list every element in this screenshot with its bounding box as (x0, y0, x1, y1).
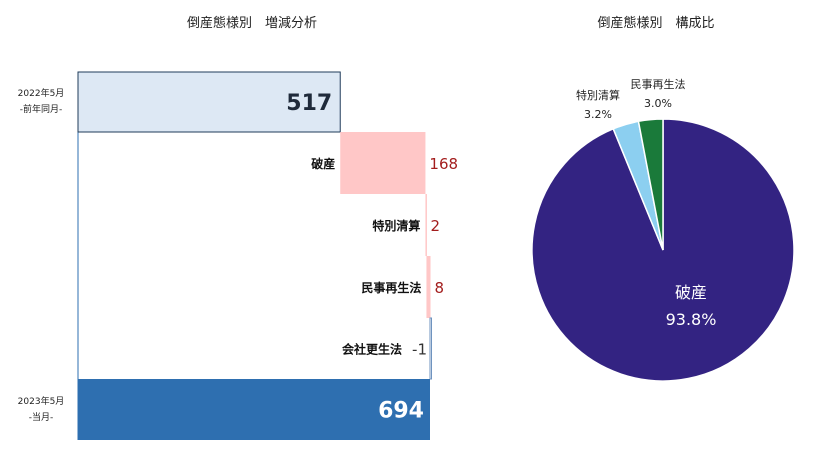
pie-label-value: 3.2% (584, 108, 612, 121)
step-value-label: 8 (435, 279, 445, 297)
start-period-label: 2022年5月 (18, 87, 65, 99)
waterfall-chart: 2022年5月 -前年同月- 2023年5月 -当月- 517 破産 168 特別清算… (18, 71, 458, 440)
bar-start (77, 71, 341, 133)
step-value-label: -1 (412, 341, 427, 359)
bar-step-2 (425, 194, 427, 256)
start-period-sublabel: -前年同月- (20, 103, 63, 115)
bar-end-value: 694 (378, 399, 424, 424)
step-value-label: 2 (430, 217, 440, 235)
pie-label-value: 3.0% (644, 97, 672, 110)
category-label: 破産 (311, 156, 335, 171)
pie-title: 倒産態様別 構成比 (597, 15, 714, 31)
pie-slice-3 (637, 118, 664, 251)
end-period-label: 2023年5月 (18, 395, 65, 407)
pie-chart: 破産 93.8% 特別清算 3.2% 民事再生法 3.0% (531, 77, 795, 382)
pie-label-value: 93.8% (666, 310, 717, 329)
step-value-label: 168 (429, 155, 458, 173)
bar-end (78, 379, 430, 440)
category-label: 特別清算 (372, 218, 420, 233)
bar-step-3 (426, 256, 431, 318)
pie-label-name: 特別清算 (576, 88, 620, 102)
category-label: 民事再生法 (361, 280, 421, 295)
bar-start-value: 517 (286, 91, 332, 116)
pie-label-name: 破産 (675, 283, 707, 302)
bar-step-1 (340, 132, 426, 194)
end-period-sublabel: -当月- (29, 411, 54, 423)
waterfall-title: 倒産態様別 増減分析 (187, 15, 317, 31)
pie-label-name: 民事再生法 (631, 77, 686, 91)
bar-step-4 (429, 317, 432, 380)
category-label: 会社更生法 (342, 342, 402, 357)
